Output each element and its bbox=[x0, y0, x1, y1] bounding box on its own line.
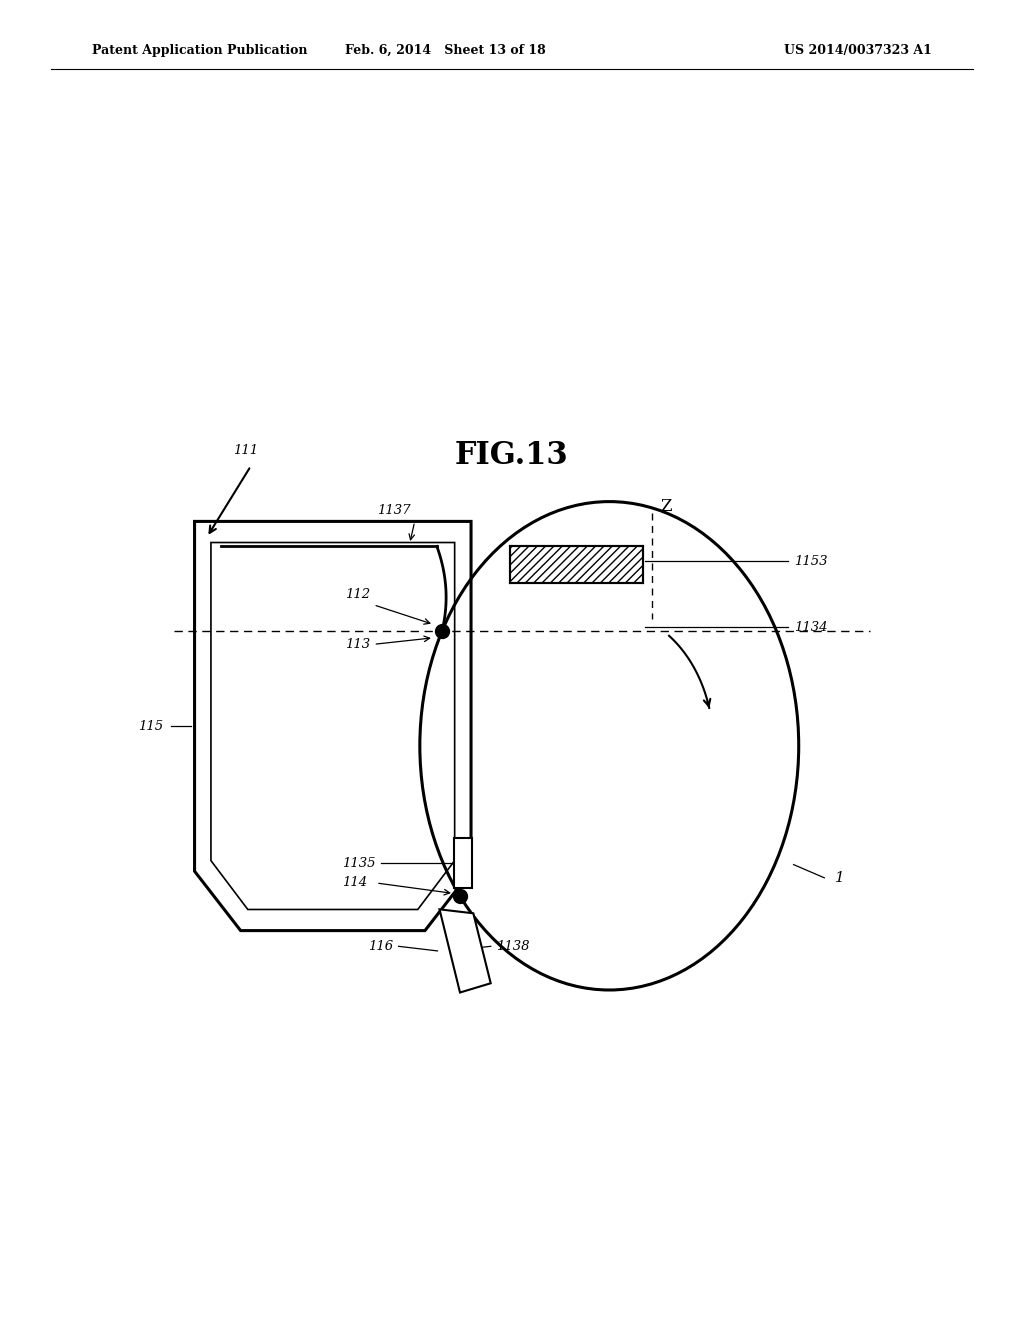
Text: 113: 113 bbox=[345, 638, 370, 651]
Text: 1137: 1137 bbox=[378, 504, 411, 517]
Text: Feb. 6, 2014   Sheet 13 of 18: Feb. 6, 2014 Sheet 13 of 18 bbox=[345, 44, 546, 57]
Text: FIG.13: FIG.13 bbox=[455, 440, 569, 471]
Text: Z: Z bbox=[660, 499, 672, 515]
Text: 116: 116 bbox=[368, 940, 393, 953]
Text: 111: 111 bbox=[233, 444, 258, 457]
Text: 1135: 1135 bbox=[342, 857, 376, 870]
Bar bbox=[454, 838, 472, 888]
Text: 1153: 1153 bbox=[794, 554, 827, 568]
Bar bbox=[510, 546, 643, 583]
Polygon shape bbox=[439, 909, 490, 993]
Text: 112: 112 bbox=[345, 587, 370, 601]
Text: 114: 114 bbox=[342, 876, 368, 890]
Text: 1138: 1138 bbox=[496, 940, 529, 953]
Text: US 2014/0037323 A1: US 2014/0037323 A1 bbox=[784, 44, 932, 57]
Text: 1134: 1134 bbox=[794, 620, 827, 634]
Text: 115: 115 bbox=[138, 719, 164, 733]
Text: Patent Application Publication: Patent Application Publication bbox=[92, 44, 307, 57]
Text: 1: 1 bbox=[835, 871, 845, 884]
